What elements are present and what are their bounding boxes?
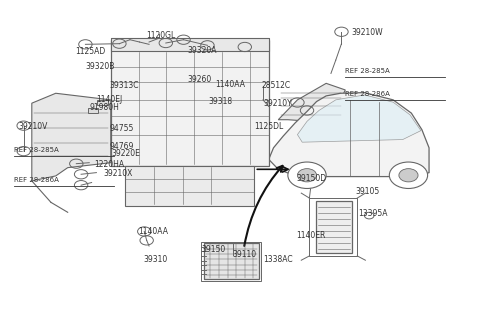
Circle shape <box>288 162 326 189</box>
Text: 39260: 39260 <box>187 75 212 84</box>
Polygon shape <box>32 93 111 181</box>
Text: 39210X: 39210X <box>104 169 133 178</box>
Text: 1338AC: 1338AC <box>263 255 293 264</box>
Text: 1140AA: 1140AA <box>139 227 168 236</box>
Bar <box>111 39 269 51</box>
Bar <box>310 198 357 256</box>
Circle shape <box>389 162 428 189</box>
Text: 39318: 39318 <box>209 97 233 106</box>
Circle shape <box>399 169 418 182</box>
Text: REF 28-286A: REF 28-286A <box>345 91 390 97</box>
Bar <box>97 100 108 105</box>
Text: 1125DL: 1125DL <box>254 123 284 131</box>
Text: 39150D: 39150D <box>297 174 326 183</box>
Text: 39313C: 39313C <box>110 80 139 90</box>
Text: 39310: 39310 <box>144 255 168 264</box>
Text: 39220E: 39220E <box>112 149 141 158</box>
Bar <box>111 41 269 166</box>
Text: 1140AA: 1140AA <box>215 79 245 89</box>
Text: REF 28-285A: REF 28-285A <box>345 68 390 74</box>
Text: 1125AD: 1125AD <box>75 47 105 56</box>
Polygon shape <box>278 83 345 122</box>
Text: 39320B: 39320B <box>86 62 115 71</box>
Bar <box>125 166 254 206</box>
Text: 1120GL: 1120GL <box>147 31 176 40</box>
Polygon shape <box>269 93 429 177</box>
Bar <box>201 242 261 281</box>
Circle shape <box>298 169 317 182</box>
Text: 1140EJ: 1140EJ <box>96 95 123 104</box>
Polygon shape <box>298 95 421 142</box>
Text: 39210Y: 39210Y <box>263 99 292 108</box>
Text: 91980H: 91980H <box>89 103 119 112</box>
Text: 39105: 39105 <box>356 187 380 196</box>
Text: 94769: 94769 <box>110 142 134 151</box>
Text: 39150: 39150 <box>202 245 226 254</box>
Bar <box>316 202 351 253</box>
Bar <box>204 243 259 279</box>
Text: 13395A: 13395A <box>359 209 388 218</box>
Text: 39320A: 39320A <box>187 46 217 55</box>
Text: 28512C: 28512C <box>262 81 291 91</box>
Text: 39110: 39110 <box>233 250 257 259</box>
Text: 94755: 94755 <box>110 124 134 133</box>
Bar <box>88 108 98 113</box>
Text: REF 28-285A: REF 28-285A <box>14 147 59 153</box>
Bar <box>111 39 269 51</box>
Text: 39210V: 39210V <box>19 123 48 131</box>
Text: 39210W: 39210W <box>351 28 383 37</box>
Text: 1140ER: 1140ER <box>297 231 326 240</box>
Text: REF 28-286A: REF 28-286A <box>14 177 59 183</box>
Text: 1220HA: 1220HA <box>94 160 124 169</box>
